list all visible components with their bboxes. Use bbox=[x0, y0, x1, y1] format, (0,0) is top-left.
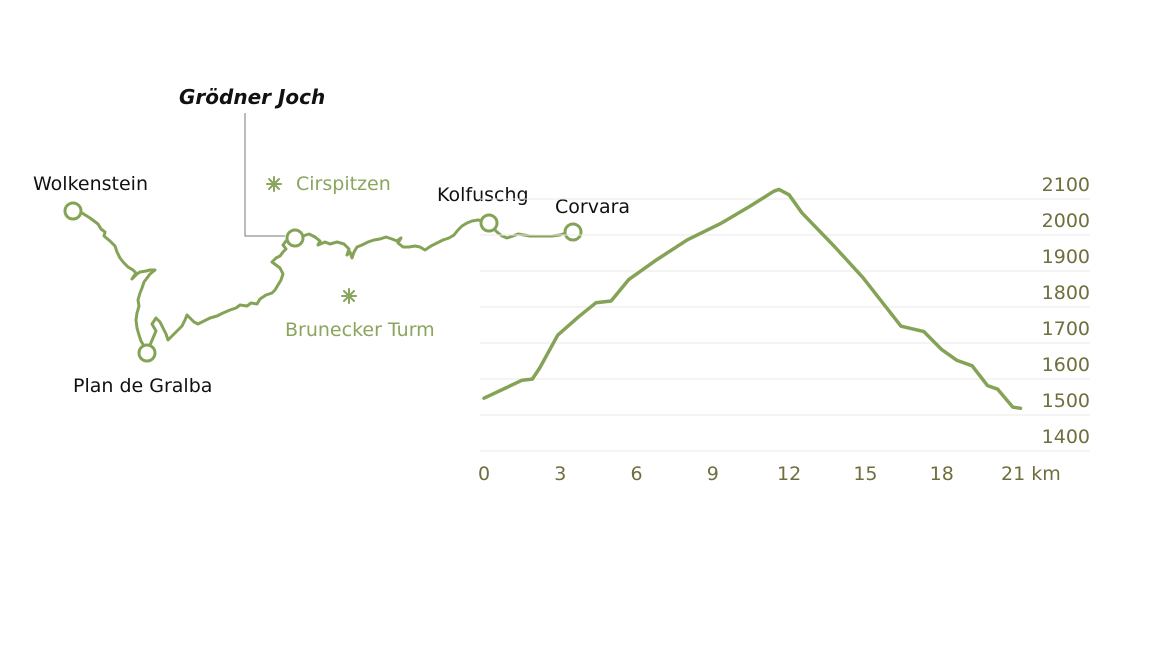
waypoint-groedner-joch-marker bbox=[285, 228, 305, 248]
x-tick-label: 3 bbox=[554, 463, 566, 485]
y-tick-label: 1800 bbox=[1042, 282, 1090, 304]
x-tick-label: 21 km bbox=[1001, 463, 1061, 485]
elevation-line bbox=[482, 187, 1023, 411]
y-tick-label: 2100 bbox=[1042, 174, 1090, 196]
x-tick-label: 0 bbox=[478, 463, 490, 485]
y-tick-label: 1500 bbox=[1042, 390, 1090, 412]
place-label-plan-de-gralba: Plan de Gralba bbox=[73, 375, 212, 397]
asterisk-peak-icon bbox=[266, 176, 282, 192]
place-label-corvara: Corvara bbox=[555, 196, 630, 218]
asterisk-peak-icon bbox=[341, 288, 357, 304]
pass-label: Grödner Joch bbox=[179, 85, 325, 109]
x-tick-label: 9 bbox=[707, 463, 719, 485]
waypoint-plan-de-gralba-marker bbox=[137, 343, 157, 363]
route-map: Wolkenstein Plan de Gralba Grödner Joch … bbox=[33, 85, 630, 397]
y-axis-ticks: 1400 1500 1600 1700 1800 1900 2000 2100 bbox=[1042, 174, 1090, 448]
peak-label-brunecker-turm: Brunecker Turm bbox=[285, 319, 435, 341]
waypoint-wolkenstein-marker bbox=[63, 201, 83, 221]
waypoint-corvara-marker bbox=[563, 222, 583, 242]
x-axis-ticks: 0 3 6 9 12 15 18 21 km bbox=[478, 463, 1061, 485]
x-tick-label: 18 bbox=[930, 463, 954, 485]
y-tick-label: 1900 bbox=[1042, 246, 1090, 268]
elevation-profile-chart: 1400 1500 1600 1700 1800 1900 2000 2100 0 3 6 9 12 1… bbox=[478, 174, 1090, 485]
pass-leader-line bbox=[244, 113, 285, 237]
place-label-kolfuschg: Kolfuschg bbox=[437, 184, 529, 206]
chart-grid bbox=[480, 198, 1090, 452]
peak-label-cirspitzen: Cirspitzen bbox=[296, 173, 391, 195]
waypoint-kolfuschg-marker bbox=[479, 213, 499, 233]
y-tick-label: 1600 bbox=[1042, 354, 1090, 376]
route-path bbox=[71, 209, 575, 354]
place-label-wolkenstein: Wolkenstein bbox=[33, 173, 148, 195]
x-tick-label: 15 bbox=[853, 463, 877, 485]
y-tick-label: 1400 bbox=[1042, 426, 1090, 448]
y-tick-label: 1700 bbox=[1042, 318, 1090, 340]
x-tick-label: 12 bbox=[777, 463, 801, 485]
y-tick-label: 2000 bbox=[1042, 210, 1090, 232]
x-tick-label: 6 bbox=[631, 463, 643, 485]
